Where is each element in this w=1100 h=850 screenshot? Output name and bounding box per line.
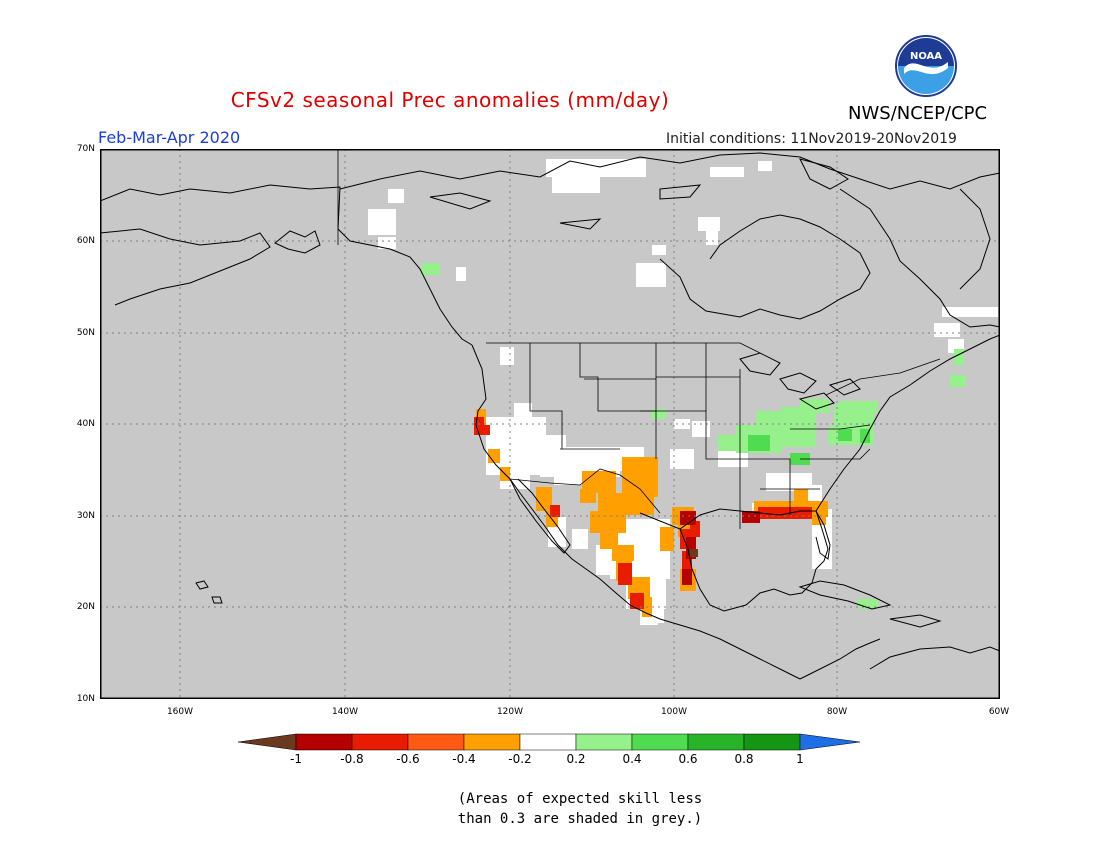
colorbar-seg-3 [407,733,465,751]
anomaly-shading [368,159,998,625]
colorbar-seg-1 [295,733,353,751]
map-frame [100,149,1000,699]
colorbar-label: -0.2 [508,752,532,766]
color-bar [238,733,861,751]
colorbar-seg-0 [238,733,297,751]
lat-label-20n: 20N [76,602,95,612]
colorbar-label: 1 [796,752,804,766]
lon-label-80w: 80W [826,707,848,717]
coastlines [100,152,1000,680]
map-title: CFSv2 seasonal Prec anomalies (mm/day) [0,88,1100,112]
agency-label: NWS/NCEP/CPC [848,103,988,124]
colorbar-seg-10 [799,733,861,751]
skill-note-line1: (Areas of expected skill less [457,791,703,807]
colorbar-seg-7 [631,733,689,751]
skill-note-line2: than 0.3 are shaded in grey.) [457,811,703,827]
lon-label-160w: 160W [166,707,194,717]
colorbar-label: 0.6 [678,752,698,766]
forecast-period: Feb-Mar-Apr 2020 [98,128,241,147]
lon-label-120w: 120W [496,707,524,717]
precip-anomaly-map [100,149,1000,699]
colorbar-label: 0.2 [566,752,586,766]
colorbar-label: -0.8 [340,752,364,766]
colorbar-seg-4 [463,733,521,751]
colorbar-seg-9 [743,733,801,751]
lon-label-140w: 140W [331,707,359,717]
colorbar-seg-8 [687,733,745,751]
colorbar-seg-5 [519,733,577,751]
lat-label-60n: 60N [76,236,95,246]
colorbar-label: -1 [290,752,302,766]
lat-label-50n: 50N [76,328,95,338]
noaa-logo: NOAA [895,35,957,97]
borders [337,149,941,529]
logo-text: NOAA [910,51,942,62]
lon-label-60w: 60W [988,707,1010,717]
lon-label-100w: 100W [660,707,688,717]
lat-label-30n: 30N [76,511,95,521]
colorbar-label: -0.4 [452,752,476,766]
lat-label-10n: 10N [76,694,95,704]
colorbar-seg-6 [575,733,633,751]
colorbar-seg-2 [351,733,409,751]
lat-label-70n: 70N [76,144,95,154]
map-title-text: CFSv2 seasonal Prec anomalies (mm/day) [230,88,670,112]
colorbar-label: -0.6 [396,752,420,766]
colorbar-label: 0.8 [734,752,754,766]
colorbar-label: 0.4 [622,752,642,766]
lat-label-40n: 40N [76,419,95,429]
initial-conditions: Initial conditions: 11Nov2019-20Nov2019 [666,131,957,147]
